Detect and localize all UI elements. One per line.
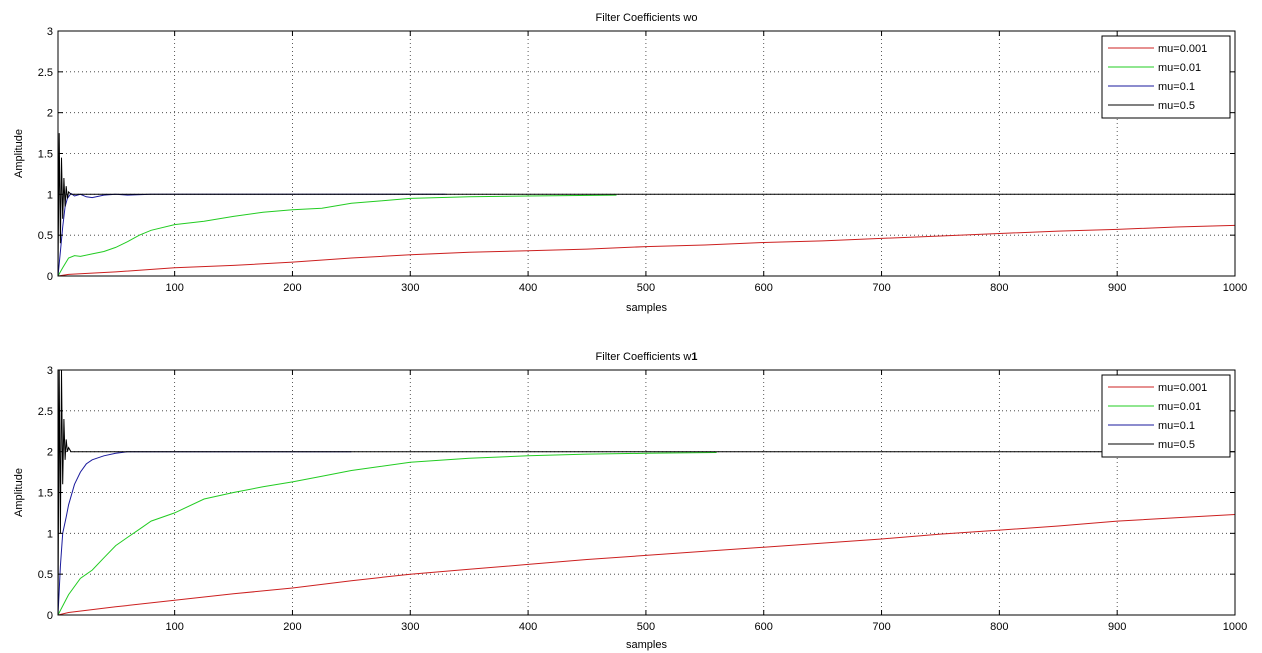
x-tick-label: 200 — [283, 282, 301, 294]
y-tick-label: 2.5 — [38, 406, 53, 418]
y-tick-label: 3 — [47, 365, 53, 377]
chart-title-suffix: 1 — [691, 351, 697, 363]
x-tick-label: 800 — [990, 282, 1008, 294]
x-tick-label: 600 — [755, 282, 773, 294]
legend-entry: mu=0.5 — [1158, 100, 1195, 112]
legend: mu=0.001 mu=0.01 mu=0.1 mu=0.5 — [1101, 35, 1231, 119]
legend-entry: mu=0.1 — [1158, 81, 1195, 93]
x-tick-label: 1000 — [1223, 621, 1247, 633]
x-tick-label: 900 — [1108, 282, 1126, 294]
legend-entry: mu=0.001 — [1158, 43, 1207, 55]
legend-entry: mu=0.5 — [1158, 439, 1195, 451]
series-line-mu=0.5 — [58, 133, 1235, 276]
x-tick-label: 1000 — [1223, 282, 1247, 294]
chart-title: Filter Coefficients wo — [596, 12, 698, 24]
x-axis-label: samples — [626, 639, 667, 651]
series-line-mu=0.5 — [58, 370, 1235, 615]
x-tick-label: 800 — [990, 621, 1008, 633]
x-tick-label: 500 — [637, 621, 655, 633]
chart-title-text: Filter Coefficients wo — [596, 12, 698, 24]
series-line-mu=0.001 — [58, 224, 1235, 276]
legend-box — [1101, 374, 1231, 458]
y-tick-label: 2 — [47, 447, 53, 459]
y-tick-label: 2 — [47, 108, 53, 120]
x-tick-label: 200 — [283, 621, 301, 633]
subplot-top: 100 200 300 400 500 600 700 800 900 1000 0 0.5 1 1.5 2… — [13, 12, 1247, 314]
x-tick-label: 700 — [872, 282, 890, 294]
legend-box — [1101, 35, 1231, 119]
chart-title: Filter Coefficients w1 — [596, 351, 698, 363]
y-tick-label: 1.5 — [38, 488, 53, 500]
legend-entry: mu=0.1 — [1158, 420, 1195, 432]
legend-entry: mu=0.01 — [1158, 401, 1201, 413]
y-tick-label: 1 — [47, 189, 53, 201]
x-tick-label: 300 — [401, 621, 419, 633]
y-tick-label: 0.5 — [38, 569, 53, 581]
x-tick-label: 100 — [165, 282, 183, 294]
legend-entry: mu=0.001 — [1158, 382, 1207, 394]
y-tick-label: 1 — [47, 528, 53, 540]
x-tick-label: 600 — [755, 621, 773, 633]
series-line-mu=0.01 — [58, 194, 617, 276]
series-line-mu=0.01 — [58, 452, 717, 615]
y-tick-label: 0.5 — [38, 230, 53, 242]
y-tick-label: 1.5 — [38, 149, 53, 161]
x-tick-label: 400 — [519, 621, 537, 633]
y-tick-label: 0 — [47, 271, 53, 283]
legend-entry: mu=0.01 — [1158, 62, 1201, 74]
y-axis-label: Amplitude — [13, 129, 25, 178]
y-tick-label: 0 — [47, 610, 53, 622]
y-tick-label: 3 — [47, 26, 53, 38]
x-tick-label: 700 — [872, 621, 890, 633]
series-line-mu=0.001 — [58, 514, 1235, 615]
subplot-bottom: 100 200 300 400 500 600 700 800 900 1000 0 0.5 1 1.5 2… — [13, 351, 1247, 651]
legend: mu=0.001 mu=0.01 mu=0.1 mu=0.5 — [1101, 374, 1231, 458]
x-tick-label: 400 — [519, 282, 537, 294]
x-tick-label: 300 — [401, 282, 419, 294]
x-tick-label: 500 — [637, 282, 655, 294]
y-tick-label: 2.5 — [38, 67, 53, 79]
x-tick-label: 100 — [165, 621, 183, 633]
x-axis-label: samples — [626, 302, 667, 314]
chart-title-text: Filter Coefficients w — [596, 351, 692, 363]
y-axis-label: Amplitude — [13, 468, 25, 517]
x-tick-label: 900 — [1108, 621, 1126, 633]
